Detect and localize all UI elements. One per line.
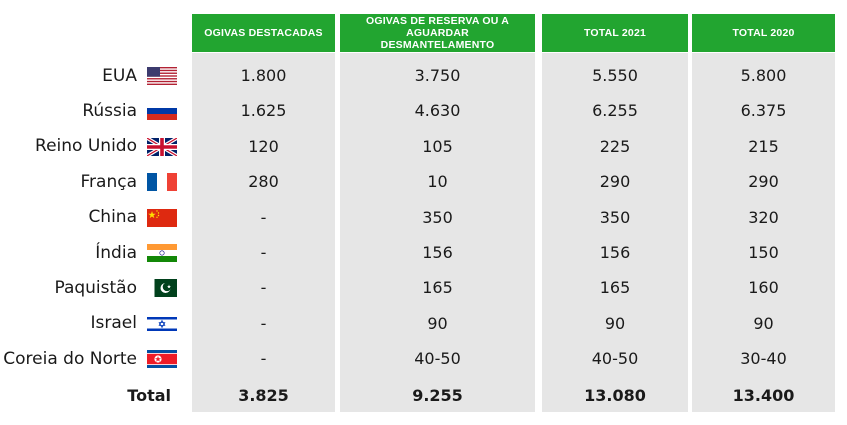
header-deployed: OGIVAS DESTACADAS (192, 14, 335, 52)
total2021-cell: 90 (604, 313, 626, 333)
pakistan-flag-icon (147, 279, 177, 298)
country-name: Israel (90, 313, 137, 334)
deployed-cell: 280 (248, 172, 279, 192)
total2021-cell: 350 (599, 207, 631, 227)
russia-flag-icon (147, 102, 177, 121)
reserve-cell: 4.630 (414, 101, 461, 121)
deployed-cell: - (260, 207, 267, 227)
north-korea-flag-icon (147, 350, 177, 369)
country-name: EUA (102, 65, 137, 86)
total2021-cell: 156 (599, 243, 631, 262)
total-reserve: 9.255 (412, 386, 463, 405)
total-2021: 13.080 (584, 386, 646, 405)
usa-flag-icon (147, 67, 177, 85)
total-label: Total (127, 386, 171, 405)
total2020-cell: 6.375 (740, 101, 787, 121)
total2020-cell: 215 (748, 136, 779, 156)
table-row: Paquistão - 165 165 160 (0, 270, 847, 305)
total2021-cell: 6.255 (592, 101, 638, 121)
total2020-cell: 90 (753, 313, 774, 333)
deployed-cell: - (260, 349, 267, 369)
deployed-cell: 120 (248, 136, 279, 156)
reserve-cell: 105 (422, 136, 453, 156)
deployed-cell: 1.800 (240, 66, 287, 85)
total-row: Total 3.825 9.255 13.080 13.400 (0, 378, 847, 413)
israel-flag-icon (147, 314, 177, 333)
deployed-cell: - (260, 278, 267, 298)
table-row: Índia - 156 156 150 (0, 235, 847, 270)
deployed-cell: 1.625 (240, 101, 287, 121)
total2021-cell: 290 (599, 172, 631, 192)
deployed-cell: - (260, 243, 267, 262)
country-name: Paquistão (54, 277, 137, 298)
reserve-cell: 156 (422, 243, 453, 262)
total-deployed: 3.825 (238, 386, 289, 405)
reserve-cell: 40-50 (414, 349, 461, 369)
table-row: China - 350 350 320 (0, 200, 847, 235)
total2020-cell: 290 (748, 172, 779, 192)
country-name: França (80, 171, 138, 192)
total2020-cell: 30-40 (740, 349, 787, 369)
deployed-cell: - (260, 313, 267, 333)
total2021-cell: 5.550 (592, 66, 638, 85)
header-total2020: TOTAL 2020 (692, 14, 835, 52)
reserve-cell: 3.750 (414, 66, 461, 85)
uk-flag-icon (147, 137, 177, 156)
table-row: Rússia 1.625 4.630 6.255 6.375 (0, 93, 847, 128)
table-row: Israel - 90 90 90 (0, 306, 847, 341)
total2020-cell: 160 (748, 278, 779, 298)
total2021-cell: 40-50 (591, 349, 639, 369)
country-name: Coreia do Norte (3, 348, 137, 369)
column-total2021-bg (542, 53, 688, 412)
total2021-cell: 165 (599, 278, 631, 298)
france-flag-icon (147, 173, 177, 192)
india-flag-icon (147, 244, 177, 262)
reserve-cell: 165 (422, 278, 453, 298)
country-name: Rússia (82, 100, 137, 121)
total2020-cell: 5.800 (740, 66, 787, 85)
reserve-cell: 90 (427, 313, 448, 333)
country-name: Índia (95, 242, 137, 263)
table-row: França 280 10 290 290 (0, 164, 847, 199)
column-deployed-bg (192, 53, 335, 412)
table-row: EUA 1.800 3.750 5.550 5.800 (0, 58, 847, 93)
total2020-cell: 150 (748, 243, 779, 262)
reserve-cell: 10 (427, 172, 448, 192)
header-reserve: OGIVAS DE RESERVA OU A AGUARDAR DESMANTE… (340, 14, 535, 52)
total2020-cell: 320 (748, 207, 779, 227)
country-name: Reino Unido (35, 136, 137, 157)
total-2020: 13.400 (732, 386, 795, 405)
table-row: Reino Unido 120 105 225 215 (0, 129, 847, 164)
column-reserve-bg (340, 53, 535, 412)
header-total2021: TOTAL 2021 (542, 14, 688, 52)
total2021-cell: 225 (599, 136, 631, 156)
china-flag-icon (147, 208, 177, 227)
reserve-cell: 350 (422, 207, 453, 227)
table-row: Coreia do Norte - 40-50 40-50 30-40 (0, 341, 847, 376)
country-name: China (88, 207, 137, 228)
column-total2020-bg (692, 53, 835, 412)
